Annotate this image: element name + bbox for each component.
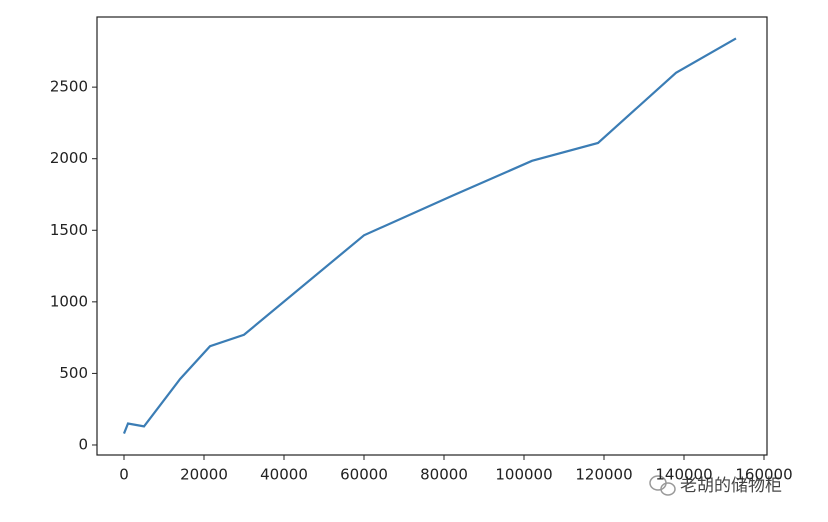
x-tick-label: 160000	[735, 466, 792, 484]
y-tick-label: 2500	[50, 78, 88, 96]
x-tick-label: 60000	[340, 466, 388, 484]
x-tick-label: 40000	[260, 466, 308, 484]
x-tick-label: 140000	[655, 466, 712, 484]
watermark: 老胡的储物柜	[680, 476, 782, 496]
x-tick-label: 120000	[575, 466, 632, 484]
watermark-icon	[649, 475, 676, 496]
x-tick-label: 80000	[420, 466, 468, 484]
y-tick-label: 1000	[50, 292, 88, 310]
x-tick-label: 100000	[495, 466, 552, 484]
y-tick-label: 0	[78, 435, 88, 453]
y-tick-label: 1500	[50, 221, 88, 239]
y-tick-label: 500	[59, 364, 88, 382]
plot-frame	[96, 16, 768, 456]
y-tick-label: 2000	[50, 149, 88, 167]
x-tick-label: 20000	[180, 466, 228, 484]
x-tick-label: 0	[119, 466, 129, 484]
data-line	[122, 37, 737, 434]
